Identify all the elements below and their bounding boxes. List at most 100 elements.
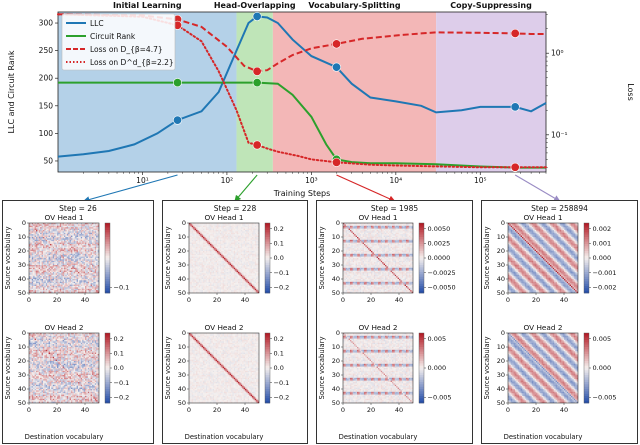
heatmap-cell [74, 382, 75, 383]
heatmap-cell [36, 244, 37, 245]
heatmap-cell [47, 386, 48, 387]
heatmap-cell [81, 339, 82, 340]
heatmap-cell [86, 241, 87, 242]
heatmap-cell [58, 234, 59, 235]
heatmap-cell [77, 357, 78, 358]
heatmap-cell [91, 372, 92, 373]
heatmap-cell [71, 283, 72, 284]
heatmap-cell [84, 396, 85, 397]
heatmap-cell [72, 269, 73, 270]
heatmap-cell [42, 353, 43, 354]
heatmap-cell [32, 396, 33, 397]
heatmap-cell [56, 343, 57, 344]
heatmap-cell [63, 230, 64, 231]
heatmap-cell [84, 254, 85, 255]
heatmap-cell [68, 340, 69, 341]
heatmap-cell [92, 236, 93, 237]
heatmap-cell [78, 271, 79, 272]
heatmap-cell [32, 251, 33, 252]
heatmap-cell [60, 374, 61, 375]
heatmap-cell [33, 243, 34, 244]
heatmap-cell [61, 396, 62, 397]
heatmap-cell [32, 276, 33, 277]
heatmap-cell [50, 234, 51, 235]
heatmap-cell [35, 238, 36, 239]
step-marker [332, 40, 340, 48]
heatmap-cell [58, 395, 59, 396]
heatmap-cell [67, 236, 68, 237]
heatmap-cell [32, 268, 33, 269]
heatmap-cell [43, 358, 44, 359]
heatmap-cell [37, 395, 38, 396]
heatmap-cell [63, 247, 64, 248]
heatmap-cell [33, 362, 34, 363]
heatmap-cell [65, 364, 66, 365]
heatmap-cell [43, 276, 44, 277]
heatmap-cell [43, 346, 44, 347]
heatmap-cell [44, 233, 45, 234]
heatmap-cell [53, 374, 54, 375]
heatmap-cell [44, 287, 45, 288]
heatmap-cell [84, 269, 85, 270]
heatmap-cell [70, 233, 71, 234]
heatmap-cell [78, 234, 79, 235]
heatmap-cell [89, 385, 90, 386]
heatmap-cell [47, 385, 48, 386]
heatmap-cell [85, 368, 86, 369]
heatmap-cell [36, 365, 37, 366]
heatmap-cell [96, 353, 97, 354]
heatmap-cell [61, 278, 62, 279]
heatmap-cell [50, 339, 51, 340]
heatmap-cell [40, 334, 41, 335]
heatmap-cell [30, 272, 31, 273]
heatmap-cell [70, 236, 71, 237]
heatmap-cell [64, 369, 65, 370]
heatmap-cell [39, 371, 40, 372]
heatmap-cell [61, 250, 62, 251]
heatmap-cell [71, 286, 72, 287]
heatmap-cell [36, 227, 37, 228]
heatmap-cell [84, 285, 85, 286]
heatmap-cell [50, 337, 51, 338]
heatmap-cell [86, 248, 87, 249]
heatmap-cell [61, 233, 62, 234]
heatmap-cell [30, 350, 31, 351]
heatmap-cell [74, 369, 75, 370]
heatmap-cell [71, 243, 72, 244]
heatmap-cell [93, 227, 94, 228]
heatmap-cell [32, 341, 33, 342]
heatmap-cell [49, 265, 50, 266]
heatmap-cell [57, 276, 58, 277]
heatmap-cell [68, 344, 69, 345]
heatmap-cell [56, 336, 57, 337]
legend-label: Circuit Rank [90, 32, 136, 41]
heatmap-cell [74, 344, 75, 345]
heatmap-cell [54, 371, 55, 372]
heatmap-cell [30, 347, 31, 348]
heatmap-cell [77, 237, 78, 238]
heatmap-cell [49, 385, 50, 386]
heatmap-cell [30, 341, 31, 342]
colorbar-segment [105, 279, 110, 282]
heatmap-cell [70, 269, 71, 270]
heatmap-cell [63, 234, 64, 235]
heatmap-cell [79, 357, 80, 358]
heatmap-cell [71, 240, 72, 241]
heatmap-cell [65, 266, 66, 267]
heatmap-cell [82, 272, 83, 273]
heatmap-cell [37, 244, 38, 245]
heatmap-cell [42, 361, 43, 362]
heatmap-cell [67, 279, 68, 280]
heatmap-cell [74, 390, 75, 391]
heatmap-cell [42, 226, 43, 227]
heatmap-cell [32, 383, 33, 384]
heatmap-cell [84, 365, 85, 366]
heatmap-cell [39, 355, 40, 356]
heatmap-cell [40, 251, 41, 252]
heatmap-cell [67, 272, 68, 273]
heatmap-cell [36, 247, 37, 248]
heatmap-cell [54, 395, 55, 396]
heatmap-cell [85, 226, 86, 227]
heatmap-cell [50, 229, 51, 230]
heatmap-cell [58, 337, 59, 338]
